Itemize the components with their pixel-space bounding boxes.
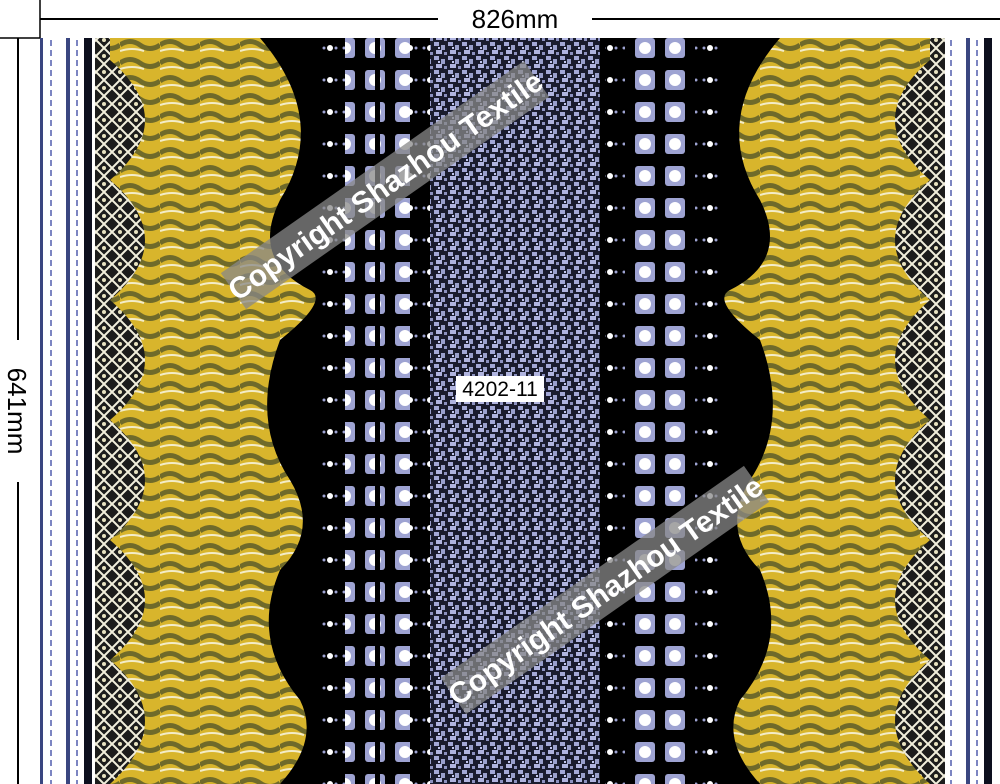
width-label: 826mm — [472, 4, 559, 34]
height-dimension: 641mm — [0, 37, 40, 784]
code-box — [456, 376, 544, 402]
fabric-artwork — [40, 38, 1000, 784]
design-code: 4202-11 — [462, 378, 538, 401]
width-dimension: 826mm — [39, 0, 1000, 38]
height-label: 641mm — [2, 368, 32, 455]
